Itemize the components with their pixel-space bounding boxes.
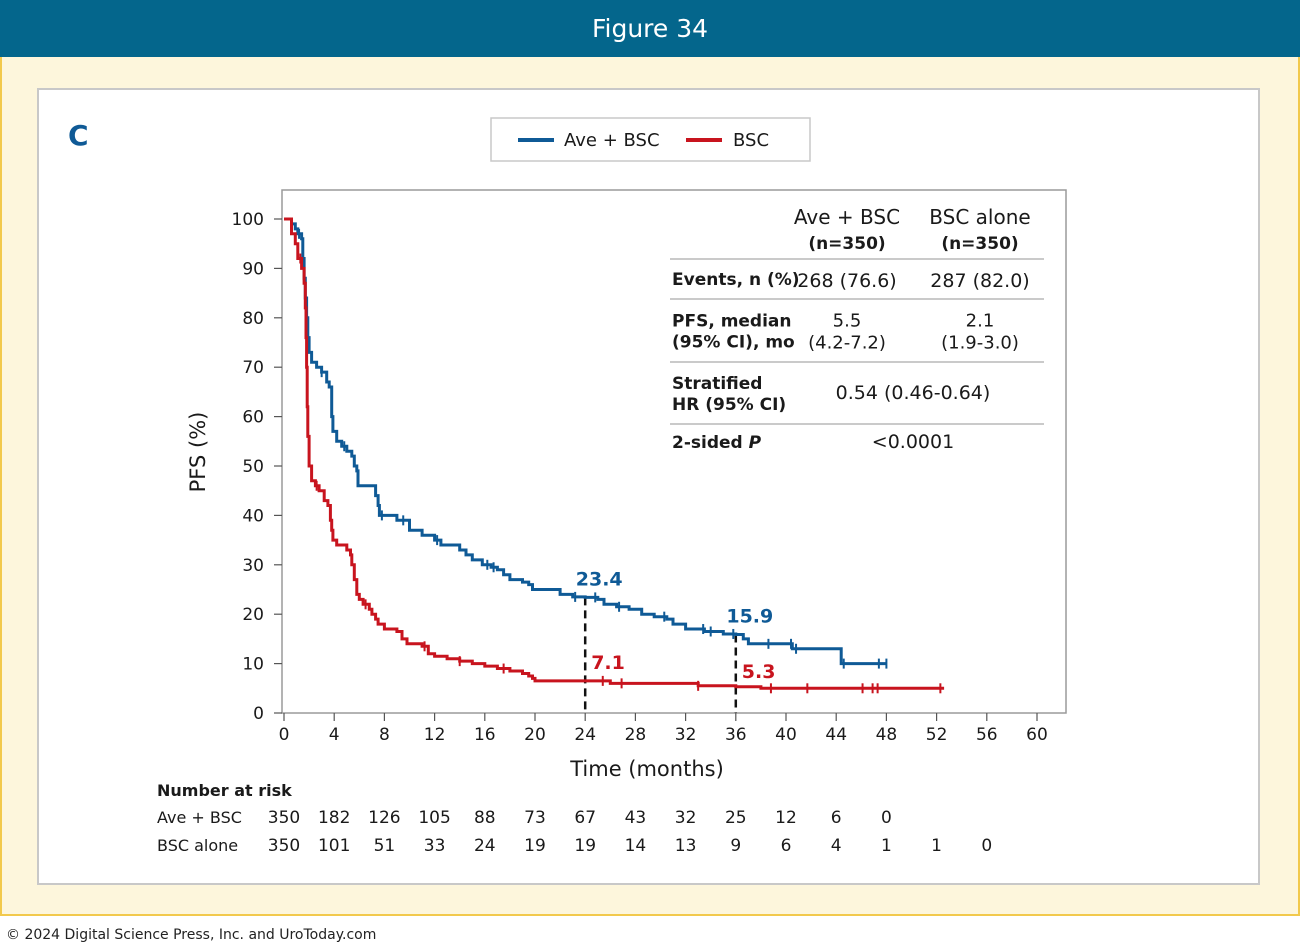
risk-value: 4: [831, 836, 842, 856]
stats-value: (1.9-3.0): [941, 333, 1019, 354]
stats-row-label: 2-sided P: [672, 433, 762, 453]
figure-header: Figure 34: [0, 0, 1300, 57]
series-line-ave: [284, 217, 887, 666]
y-tick-label: 60: [242, 408, 264, 428]
x-axis-label: Time (months): [569, 757, 724, 781]
plot-area-border: [281, 189, 1067, 714]
risk-value: 350: [268, 808, 300, 828]
x-tick-label: 56: [976, 725, 998, 745]
stats-value: 2.1: [966, 311, 995, 332]
stats-row-label: HR (95% CI): [672, 395, 786, 415]
risk-value: 51: [374, 836, 396, 856]
x-tick-label: 20: [524, 725, 546, 745]
risk-value: 13: [675, 836, 697, 856]
panel-label: C: [68, 119, 89, 152]
stats-value: 0.54 (0.46-0.64): [836, 382, 991, 404]
stats-row-label: Events, n (%): [672, 270, 800, 290]
risk-row-label: Ave + BSC: [157, 808, 242, 827]
x-tick-label: 60: [1026, 725, 1048, 745]
risk-value: 1: [881, 836, 892, 856]
risk-table-title: Number at risk: [157, 781, 292, 800]
risk-value: 105: [418, 808, 450, 828]
median-label: 7.1: [591, 652, 625, 674]
series-line-bsc: [284, 217, 945, 690]
risk-value: 32: [675, 808, 697, 828]
stats-row-label: Stratified: [672, 374, 762, 394]
x-tick-label: 0: [279, 725, 290, 745]
median-label: 23.4: [576, 568, 623, 590]
risk-value: 350: [268, 836, 300, 856]
y-tick-label: 100: [232, 210, 264, 230]
risk-value: 6: [831, 808, 842, 828]
y-tick-label: 30: [242, 556, 264, 576]
risk-value: 25: [725, 808, 747, 828]
y-tick-label: 80: [242, 309, 264, 329]
risk-row-label: BSC alone: [157, 836, 238, 855]
median-label: 5.3: [742, 661, 776, 683]
stats-row-label: PFS, median: [672, 312, 792, 332]
risk-value: 43: [625, 808, 647, 828]
stats-table-bg: [668, 196, 1044, 461]
y-tick-label: 50: [242, 457, 264, 477]
risk-value: 67: [574, 808, 596, 828]
x-tick-label: 16: [474, 725, 496, 745]
risk-value: 0: [981, 836, 992, 856]
figure-title: Figure 34: [591, 14, 709, 43]
risk-value: 6: [781, 836, 792, 856]
risk-value: 12: [775, 808, 797, 828]
x-tick-label: 4: [329, 725, 340, 745]
x-tick-label: 32: [675, 725, 697, 745]
y-tick-label: 0: [253, 704, 264, 724]
x-tick-label: 24: [574, 725, 596, 745]
stats-value: (4.2-7.2): [808, 333, 886, 354]
x-tick-label: 12: [424, 725, 446, 745]
risk-value: 126: [368, 808, 400, 828]
x-tick-label: 48: [876, 725, 898, 745]
y-tick-label: 70: [242, 358, 264, 378]
y-tick-label: 20: [242, 605, 264, 625]
stats-value: 287 (82.0): [930, 270, 1029, 292]
risk-value: 9: [730, 836, 741, 856]
risk-value: 0: [881, 808, 892, 828]
risk-value: 19: [524, 836, 546, 856]
y-tick-label: 40: [242, 506, 264, 526]
y-axis-label: PFS (%): [186, 412, 210, 493]
legend-label-ave: Ave + BSC: [564, 130, 660, 151]
stats-value: <0.0001: [872, 431, 954, 453]
stats-col-header: Ave + BSC: [794, 205, 900, 229]
stats-value: 268 (76.6): [797, 270, 896, 292]
median-label: 15.9: [726, 605, 773, 627]
y-tick-label: 10: [242, 655, 264, 675]
stats-value: 5.5: [833, 311, 862, 332]
stats-col-header: BSC alone: [929, 205, 1030, 229]
x-tick-label: 8: [379, 725, 390, 745]
risk-value: 33: [424, 836, 446, 856]
copyright-footer: © 2024 Digital Science Press, Inc. and U…: [6, 927, 377, 943]
risk-value: 14: [625, 836, 647, 856]
y-tick-label: 90: [242, 259, 264, 279]
risk-value: 73: [524, 808, 546, 828]
risk-value: 24: [474, 836, 496, 856]
risk-value: 19: [574, 836, 596, 856]
x-tick-label: 28: [625, 725, 647, 745]
stats-row-label: (95% CI), mo: [672, 333, 795, 353]
stats-col-subheader: (n=350): [808, 234, 885, 254]
risk-value: 88: [474, 808, 496, 828]
x-tick-label: 36: [725, 725, 747, 745]
x-tick-label: 44: [825, 725, 847, 745]
chart-panel: [37, 88, 1260, 885]
x-tick-label: 40: [775, 725, 797, 745]
x-tick-label: 52: [926, 725, 948, 745]
risk-value: 182: [318, 808, 350, 828]
risk-value: 1: [931, 836, 942, 856]
stats-col-subheader: (n=350): [941, 234, 1018, 254]
risk-value: 101: [318, 836, 350, 856]
legend-label-bsc: BSC: [733, 130, 769, 151]
